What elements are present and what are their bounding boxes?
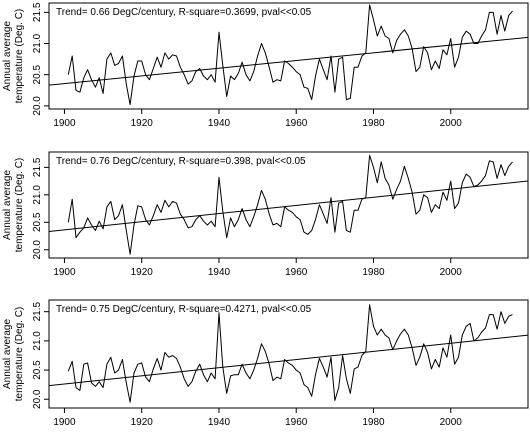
y-tick-label: 20.5: [32, 65, 43, 85]
y-tick-label: 21.5: [32, 157, 43, 177]
y-axis-title-line2: temperature (Deg. C): [14, 307, 25, 401]
x-tick-label: 1920: [131, 118, 154, 129]
y-axis-title-line1: Annual average: [2, 21, 13, 91]
x-tick-label: 1900: [53, 267, 76, 278]
trend-annotation: Trend= 0.66 DegC/century, R-square=0.369…: [56, 7, 312, 18]
y-tick-label: 21.5: [32, 2, 43, 22]
x-tick-label: 2000: [440, 417, 463, 428]
trend-line: [48, 36, 529, 86]
x-tick-label: 2000: [440, 118, 463, 129]
y-tick-label: 21.5: [32, 302, 43, 322]
trend-annotation: Trend= 0.75 DegC/century, R-square=0.427…: [56, 304, 312, 315]
y-tick-label: 20.5: [32, 360, 43, 380]
plot-frame: [48, 2, 529, 110]
y-tick-label: 20.0: [32, 240, 43, 260]
y-axis-title-line2: temperature (Deg. C): [14, 158, 25, 252]
y-tick-label: 20.0: [32, 96, 43, 116]
y-tick-label: 21.0: [32, 185, 43, 205]
temperature-series-line: [67, 304, 513, 403]
x-tick-label: 1940: [208, 118, 231, 129]
chart-panel-3: 1900 1920 1940 1960 1980 2000 20.0 20.5 21.0 21.5…: [2, 299, 529, 428]
x-tick-label: 1940: [208, 267, 231, 278]
temperature-series-line: [67, 154, 513, 255]
x-tick-label: 1940: [208, 417, 231, 428]
trend-line: [48, 334, 529, 387]
trend-line: [48, 180, 529, 232]
x-tick-label: 1960: [285, 118, 308, 129]
y-axis-title-line1: Annual average: [2, 170, 13, 240]
y-tick-label: 20.0: [32, 389, 43, 409]
y-tick-label: 21.0: [32, 33, 43, 53]
x-tick-label: 1900: [53, 118, 76, 129]
y-axis-title-line2: temperature (Deg. C): [14, 9, 25, 103]
y-tick-label: 20.5: [32, 212, 43, 232]
x-tick-label: 1980: [362, 118, 385, 129]
x-tick-label: 1980: [362, 267, 385, 278]
y-axis-title-line1: Annual average: [2, 319, 13, 389]
x-tick-label: 1980: [362, 417, 385, 428]
y-tick-label: 21.0: [32, 331, 43, 351]
x-tick-label: 1960: [285, 267, 308, 278]
temperature-series-line: [67, 4, 513, 106]
x-tick-label: 1960: [285, 417, 308, 428]
plot-frame: [48, 151, 529, 259]
chart-panel-1: 1900 1920 1940 1960 1980 2000 20.0 20.5 21.0 21.5…: [2, 2, 529, 129]
trend-annotation: Trend= 0.76 DegC/century, R-square=0.398…: [56, 156, 306, 167]
x-tick-label: 2000: [440, 267, 463, 278]
x-tick-label: 1900: [53, 417, 76, 428]
x-tick-label: 1920: [131, 267, 154, 278]
plot-frame: [48, 299, 529, 409]
x-tick-label: 1920: [131, 417, 154, 428]
chart-panel-2: 1900 1920 1940 1960 1980 2000 20.0 20.5 21.0 21.5…: [2, 151, 529, 278]
